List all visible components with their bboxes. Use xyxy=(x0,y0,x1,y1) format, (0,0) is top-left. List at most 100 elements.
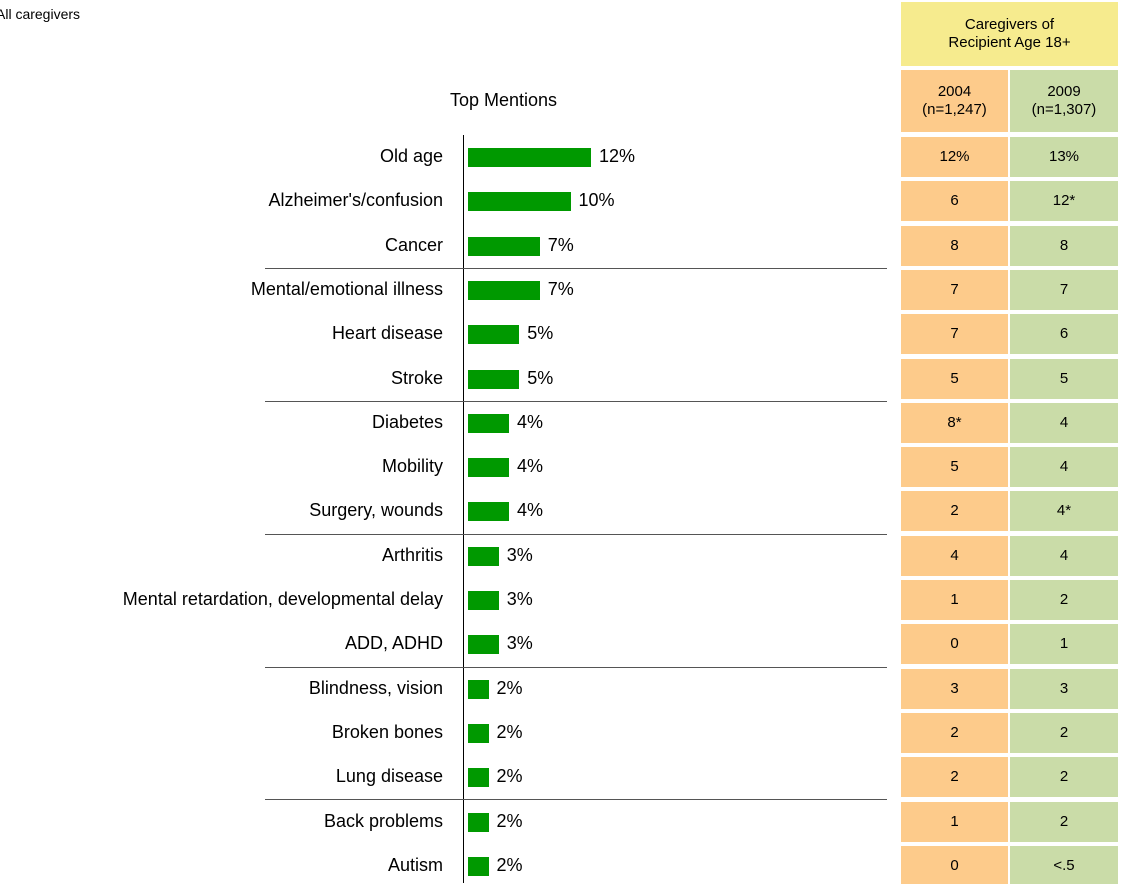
table-cell: 4 xyxy=(901,535,1008,576)
category-label: Cancer xyxy=(384,234,443,255)
table-cell: 4* xyxy=(1010,491,1118,532)
bar xyxy=(468,148,591,167)
value-label: 2% xyxy=(496,766,523,787)
value-label: 7% xyxy=(547,234,574,255)
category-label: Old age xyxy=(379,146,443,166)
table-cell: 5 xyxy=(901,447,1008,488)
group-separator xyxy=(265,400,887,402)
table-cell: 2 xyxy=(1010,757,1118,798)
bar xyxy=(468,812,489,832)
bar xyxy=(468,369,520,389)
column-year: 2004 xyxy=(937,83,972,100)
table-cell: 5 xyxy=(901,358,1008,399)
bar xyxy=(468,679,489,699)
bar xyxy=(468,591,499,611)
table-cell: 4 xyxy=(1010,402,1118,443)
bar xyxy=(468,724,489,744)
table-cell: 8 xyxy=(901,225,1008,266)
category-label: Heart disease xyxy=(331,323,443,344)
table-cell: 1 xyxy=(1010,624,1118,665)
column-header: 2009 (n=1,307) xyxy=(1010,70,1118,132)
table-cell: 12% xyxy=(901,137,1008,177)
table-cell: 4 xyxy=(1010,447,1118,488)
table-header: Caregivers of Recipient Age 18+ xyxy=(901,2,1118,66)
category-label: Diabetes xyxy=(371,411,443,432)
category-label: Mental/emotional illness xyxy=(250,278,443,299)
value-label: 12% xyxy=(599,146,636,166)
value-label: 3% xyxy=(506,589,533,610)
table-cell: <.5 xyxy=(1010,845,1118,884)
bar xyxy=(468,325,520,345)
bar xyxy=(468,635,499,655)
value-label: 5% xyxy=(527,323,554,344)
table-cell: 2 xyxy=(1010,801,1118,842)
category-label: Surgery, wounds xyxy=(309,500,443,521)
table-cell: 2 xyxy=(901,757,1008,798)
bar xyxy=(468,192,571,212)
table-cell: 4 xyxy=(1010,535,1118,576)
table-cell: 6 xyxy=(901,181,1008,222)
header-line: Recipient Age 18+ xyxy=(948,34,1071,51)
category-label: Broken bones xyxy=(331,722,443,743)
category-label: Alzheimer's/confusion xyxy=(268,190,443,211)
category-label: Mental retardation, developmental delay xyxy=(122,589,443,610)
table-cell: 12* xyxy=(1010,181,1118,222)
value-label: 2% xyxy=(496,854,523,875)
value-label: 2% xyxy=(496,722,523,743)
header-line: Caregivers of xyxy=(964,16,1055,33)
table-cell: 0 xyxy=(901,845,1008,884)
value-label: 2% xyxy=(496,810,523,831)
category-label: Lung disease xyxy=(335,766,443,787)
bar xyxy=(468,236,540,256)
column-header: 2004 (n=1,247) xyxy=(901,70,1008,132)
table-cell: 13% xyxy=(1010,137,1118,177)
bar xyxy=(468,856,489,876)
table-cell: 1 xyxy=(901,580,1008,621)
category-label: Stroke xyxy=(390,367,443,388)
value-label: 4% xyxy=(517,411,544,432)
value-label: 5% xyxy=(527,367,554,388)
bar xyxy=(468,502,509,522)
table-cell: 7 xyxy=(1010,269,1118,310)
group-separator xyxy=(265,533,887,535)
table-cell: 7 xyxy=(901,269,1008,310)
category-label: ADD, ADHD xyxy=(344,633,443,654)
table-cell: 3 xyxy=(901,668,1008,709)
bar xyxy=(468,768,489,788)
table-cell: 8 xyxy=(1010,225,1118,266)
subtitle: All caregivers xyxy=(0,6,81,22)
table-cell: 2 xyxy=(901,713,1008,754)
column-n: (n=1,307) xyxy=(1031,101,1097,118)
group-separator xyxy=(265,267,887,269)
table-cell: 7 xyxy=(901,314,1008,355)
table-cell: 0 xyxy=(901,624,1008,665)
table-cell: 5 xyxy=(1010,358,1118,399)
axis-line xyxy=(463,135,464,883)
category-label: Autism xyxy=(387,854,443,875)
table-cell: 3 xyxy=(1010,668,1118,709)
table-cell: 2 xyxy=(1010,580,1118,621)
value-label: 4% xyxy=(517,500,544,521)
bar xyxy=(468,546,499,566)
group-separator xyxy=(265,799,887,801)
group-separator xyxy=(265,666,887,668)
bar xyxy=(468,458,509,478)
value-label: 7% xyxy=(547,278,574,299)
column-year: 2009 xyxy=(1047,83,1081,100)
category-label: Blindness, vision xyxy=(308,677,443,698)
value-label: 2% xyxy=(496,677,523,698)
bar xyxy=(468,280,540,300)
bar xyxy=(468,413,509,433)
table-cell: 1 xyxy=(901,801,1008,842)
value-label: 3% xyxy=(506,633,533,654)
table-cell: 2 xyxy=(901,491,1008,532)
table-cell: 6 xyxy=(1010,314,1118,355)
category-label: Mobility xyxy=(381,456,443,477)
value-label: 4% xyxy=(517,456,544,477)
table-cell: 2 xyxy=(1010,713,1118,754)
table-cell: 8* xyxy=(901,402,1008,443)
value-label: 3% xyxy=(506,544,533,565)
category-label: Arthritis xyxy=(381,544,443,565)
chart-title: Top Mentions xyxy=(450,90,558,110)
